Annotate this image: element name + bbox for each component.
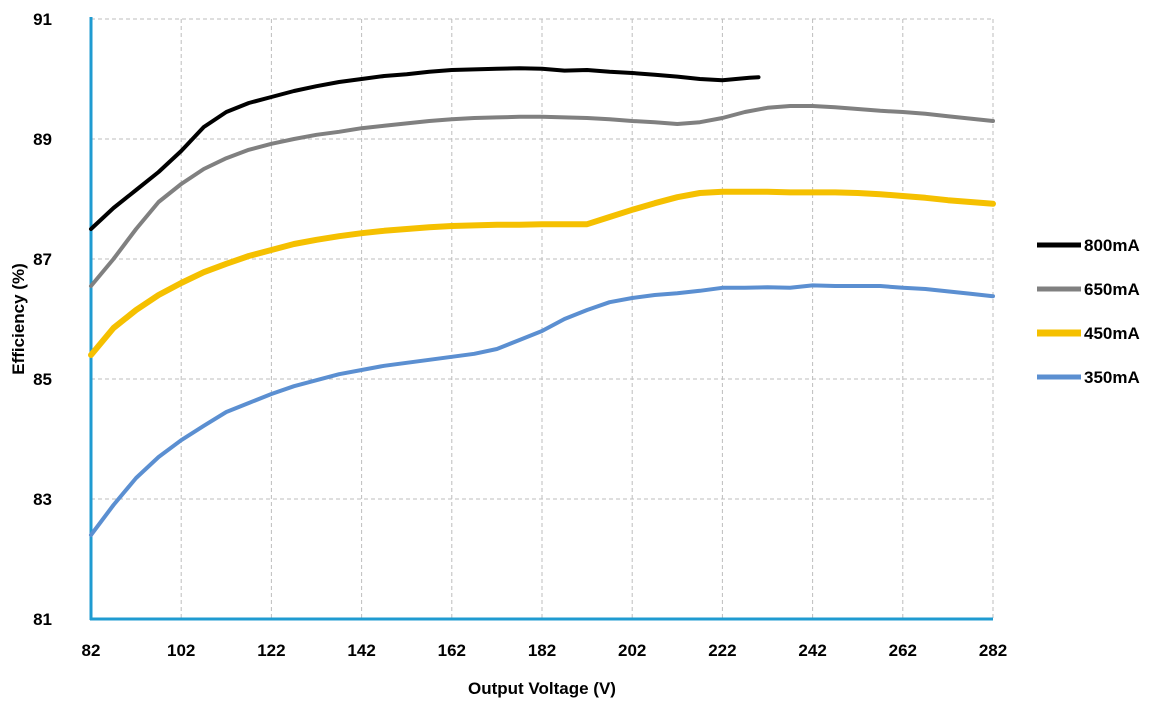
x-tick-label: 202	[618, 641, 646, 660]
x-tick-label: 222	[708, 641, 736, 660]
x-tick-label: 242	[798, 641, 826, 660]
legend-label: 450mA	[1084, 324, 1140, 343]
x-tick-label: 82	[82, 641, 101, 660]
y-tick-label: 91	[33, 10, 52, 29]
x-tick-label: 282	[979, 641, 1007, 660]
series-line-350mA	[89, 283, 995, 537]
y-tick-label: 89	[33, 130, 52, 149]
series-line-800mA	[89, 66, 761, 231]
legend-label: 650mA	[1084, 280, 1140, 299]
y-tick-label: 85	[33, 370, 52, 389]
x-tick-label: 262	[889, 641, 917, 660]
x-axis-title: Output Voltage (V)	[468, 679, 616, 698]
series-line-450mA	[88, 188, 996, 358]
x-tick-label: 142	[347, 641, 375, 660]
axes: 82 102 122 142 162 182 202 222 242 262 282 81 83 85 87…	[33, 10, 1007, 660]
y-tick-label: 81	[33, 610, 52, 629]
x-tick-label: 182	[528, 641, 556, 660]
y-tick-label: 83	[33, 490, 52, 509]
legend-label: 800mA	[1084, 236, 1140, 255]
legend-label: 350mA	[1084, 368, 1140, 387]
x-tick-label: 162	[438, 641, 466, 660]
x-tick-label: 102	[167, 641, 195, 660]
x-tick-label: 122	[257, 641, 285, 660]
y-tick-label: 87	[33, 250, 52, 269]
legend: 800mA 650mA 450mA 350mA	[1037, 236, 1140, 387]
y-axis-title: Efficiency (%)	[9, 263, 28, 374]
series-line-650mA	[89, 104, 995, 288]
series-lines	[88, 66, 996, 537]
